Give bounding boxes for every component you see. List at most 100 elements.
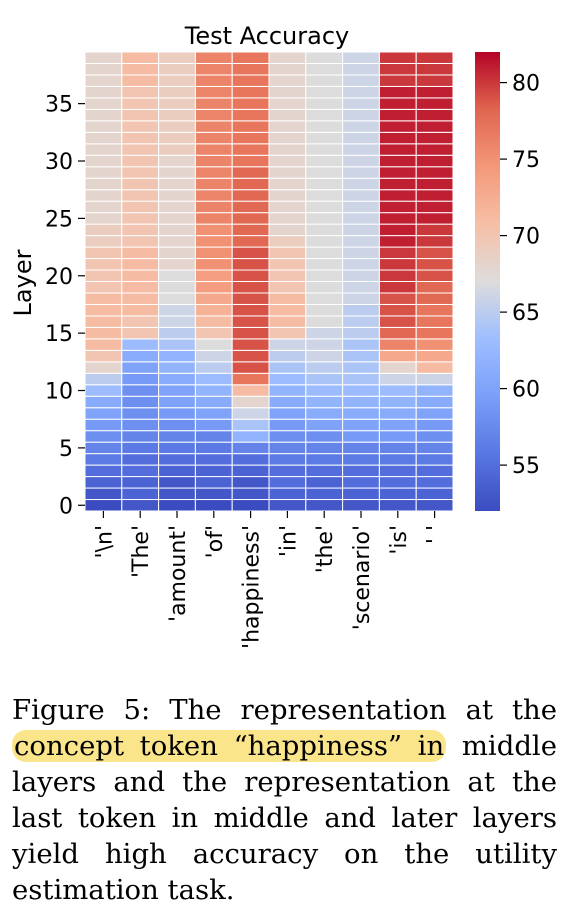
heatmap-cell: [195, 270, 232, 281]
heatmap-cell: [232, 419, 269, 430]
heatmap-cell: [343, 178, 380, 189]
heatmap-cell: [195, 408, 232, 419]
heatmap-cell: [306, 488, 343, 499]
heatmap-cell: [195, 419, 232, 430]
heatmap-cell: [379, 385, 416, 396]
heatmap-cell: [159, 98, 196, 109]
heatmap-cell: [85, 190, 122, 201]
heatmap-cell: [122, 167, 159, 178]
heatmap-cell: [379, 419, 416, 430]
heatmap-cell: [416, 385, 453, 396]
heatmap-cell: [159, 327, 196, 338]
heatmap-cell: [122, 98, 159, 109]
heatmap-cell: [85, 282, 122, 293]
heatmap-cell: [85, 213, 122, 224]
heatmap-cell: [159, 109, 196, 120]
heatmap-cell: [343, 282, 380, 293]
heatmap-cell: [379, 270, 416, 281]
heatmap-cell: [122, 282, 159, 293]
heatmap-cell: [85, 385, 122, 396]
heatmap-cell: [343, 385, 380, 396]
heatmap-cell: [416, 442, 453, 453]
figure-caption: Figure 5: The representation at the conc…: [12, 692, 557, 908]
heatmap-cell: [232, 167, 269, 178]
y-axis-ticks: 0 5 10 15 20 25 30 35: [45, 93, 85, 520]
heatmap-cell: [195, 282, 232, 293]
heatmap-cell: [416, 63, 453, 74]
heatmap-cell: [232, 155, 269, 166]
heatmap-cell: [343, 477, 380, 488]
heatmap-cell: [232, 316, 269, 327]
heatmap-cell: [195, 500, 232, 511]
heatmap-cell: [269, 419, 306, 430]
heatmap-cell: [159, 52, 196, 63]
heatmap-cell: [416, 247, 453, 258]
heatmap-cell: [122, 304, 159, 315]
heatmap-cell: [416, 431, 453, 442]
heatmap-cell: [195, 477, 232, 488]
heatmap-cell: [122, 155, 159, 166]
heatmap-cell: [85, 373, 122, 384]
heatmap-cell: [416, 396, 453, 407]
heatmap-cell: [232, 224, 269, 235]
heatmap-cell: [343, 304, 380, 315]
heatmap-cell: [306, 304, 343, 315]
x-tick-label: 'The': [129, 525, 154, 578]
heatmap-cell: [343, 86, 380, 97]
heatmap-cell: [159, 350, 196, 361]
heatmap-cell: [306, 109, 343, 120]
heatmap-cell: [85, 167, 122, 178]
heatmap-cell: [122, 132, 159, 143]
heatmap-cell: [269, 98, 306, 109]
x-tick-label: 'of': [203, 525, 228, 558]
heatmap-cell: [416, 270, 453, 281]
heatmap-cell: [159, 488, 196, 499]
y-tick-label: 20: [45, 265, 73, 290]
heatmap-cell: [343, 316, 380, 327]
heatmap-cell: [232, 201, 269, 212]
heatmap-cell: [269, 270, 306, 281]
heatmap-cell: [416, 75, 453, 86]
heatmap-cell: [85, 259, 122, 270]
x-tick-label: 'is': [387, 525, 412, 555]
heatmap-cell: [159, 385, 196, 396]
y-tick-label: 25: [45, 207, 73, 232]
heatmap-cell: [416, 224, 453, 235]
heatmap-cell: [343, 190, 380, 201]
heatmap-cell: [343, 121, 380, 132]
heatmap-cell: [379, 327, 416, 338]
colorbar-tick-label: 75: [512, 148, 540, 173]
heatmap-cell: [232, 431, 269, 442]
heatmap-cell: [379, 442, 416, 453]
heatmap-cell: [306, 236, 343, 247]
x-tick-label: '\n': [92, 525, 117, 558]
heatmap-cell: [85, 201, 122, 212]
heatmap-cell: [232, 385, 269, 396]
heatmap-cell: [343, 167, 380, 178]
heatmap-cell: [85, 327, 122, 338]
heatmap-cell: [343, 431, 380, 442]
heatmap-cell: [306, 293, 343, 304]
heatmap-cell: [416, 259, 453, 270]
heatmap-cell: [195, 98, 232, 109]
heatmap-cell: [195, 109, 232, 120]
heatmap-cell: [306, 86, 343, 97]
heatmap-cell: [416, 236, 453, 247]
heatmap-cell: [269, 339, 306, 350]
heatmap-cell: [269, 52, 306, 63]
heatmap-cell: [269, 327, 306, 338]
heatmap-cell: [416, 339, 453, 350]
heatmap-cell: [122, 385, 159, 396]
heatmap-cell: [379, 350, 416, 361]
heatmap-cell: [85, 270, 122, 281]
heatmap-cell: [269, 385, 306, 396]
heatmap-cell: [159, 282, 196, 293]
heatmap-cell: [232, 488, 269, 499]
heatmap-cell: [195, 304, 232, 315]
x-tick-label: ' ': [424, 525, 449, 544]
heatmap-cell: [343, 75, 380, 86]
heatmap-cell: [159, 419, 196, 430]
x-tick-label: 'in': [276, 525, 301, 557]
heatmap-cell: [159, 144, 196, 155]
